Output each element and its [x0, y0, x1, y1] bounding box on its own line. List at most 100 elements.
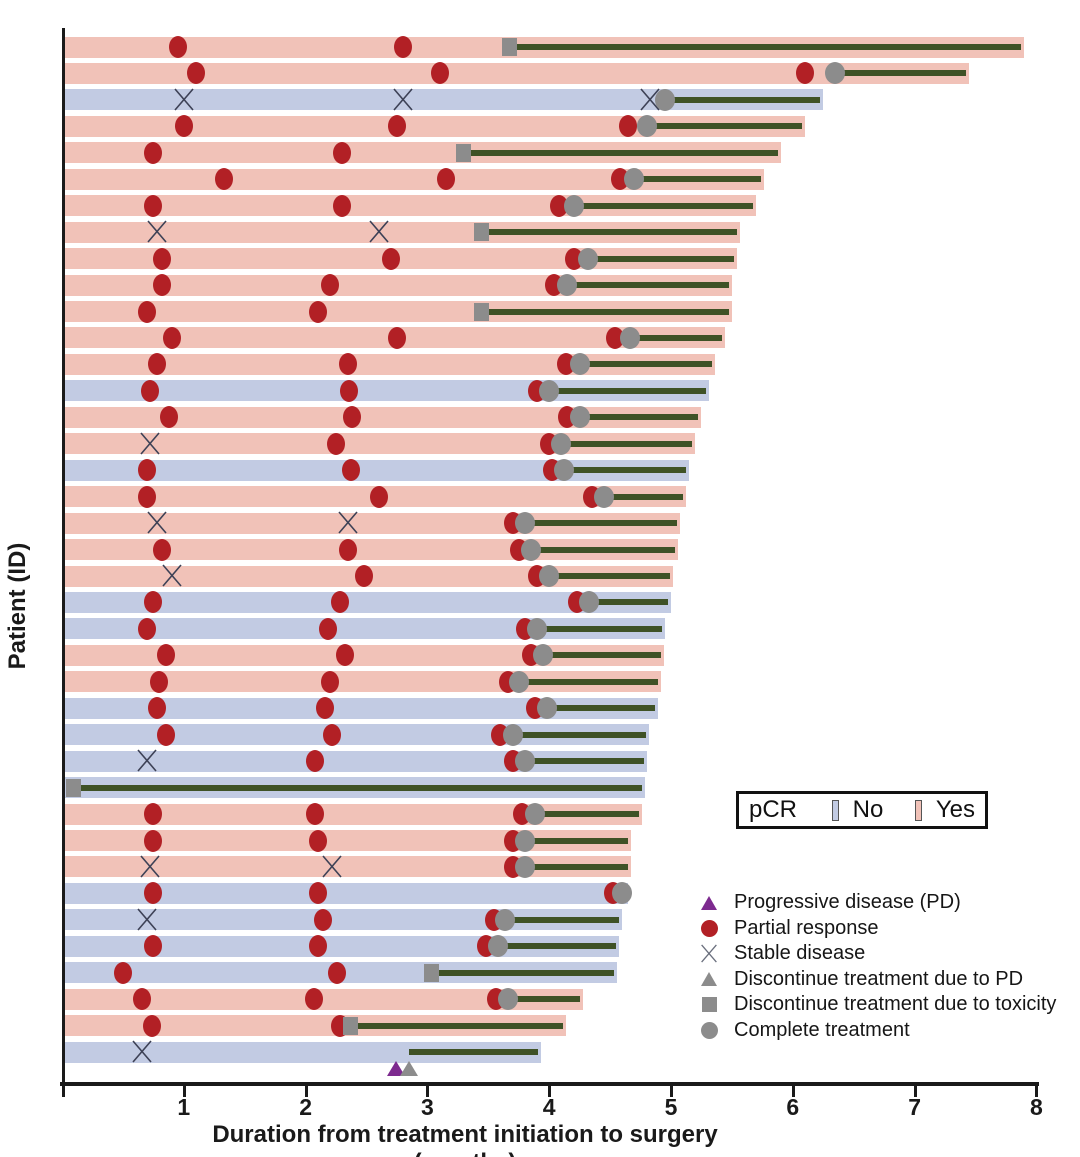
y-axis-spine [62, 28, 65, 1084]
treatment-bar [64, 591, 671, 613]
partial-response-marker [152, 274, 171, 297]
pcr-legend-title: pCR [749, 796, 798, 823]
treatment-bar [64, 301, 732, 322]
stable-disease-marker [139, 431, 161, 456]
post-treatment-line [510, 44, 1022, 50]
partial-response-marker [144, 591, 163, 614]
stable-disease-marker [173, 87, 195, 112]
discontinue-toxicity-marker [455, 143, 471, 162]
stable-disease-marker [321, 854, 343, 879]
partial-response-marker [148, 697, 166, 720]
complete-treatment-marker [619, 326, 640, 349]
post-treatment-line [530, 546, 676, 553]
partial-response-marker [610, 168, 629, 191]
complete-treatment-marker [539, 565, 560, 587]
partial-response-marker [144, 829, 163, 852]
partial-response-marker [174, 115, 193, 138]
partial-response-icon [698, 919, 720, 937]
marker-legend-label: Complete treatment [734, 1018, 910, 1041]
partial-response-marker [795, 62, 814, 85]
x-tick [304, 1086, 308, 1097]
marker-legend-label: Partial response [734, 916, 879, 939]
partial-response-marker [333, 194, 352, 217]
complete-treatment-marker [612, 882, 633, 905]
partial-response-marker [144, 141, 163, 164]
partial-response-marker [306, 750, 325, 773]
partial-response-marker [144, 882, 163, 905]
discontinue-toxicity-marker [424, 963, 440, 982]
partial-response-marker [339, 538, 358, 561]
x-tick-label: 3 [420, 1094, 434, 1120]
partial-response-marker [144, 935, 163, 958]
post-treatment-line [505, 916, 620, 923]
marker-legend-label: Progressive disease (PD) [734, 891, 961, 914]
marker-legend-label: Discontinue treatment due to toxicity [734, 993, 1057, 1016]
partial-response-marker [387, 326, 406, 349]
post-treatment-line [579, 361, 712, 368]
complete-treatment-marker [527, 617, 548, 640]
complete-treatment-marker [553, 459, 574, 482]
partial-response-marker [305, 988, 324, 1011]
post-treatment-line [537, 625, 662, 632]
partial-response-marker [328, 961, 347, 984]
partial-response-marker [138, 617, 157, 640]
stable-disease-marker [337, 510, 359, 535]
discontinue-toxicity-marker [474, 302, 490, 321]
partial-response-marker [306, 803, 325, 826]
partial-response-marker [113, 961, 132, 984]
complete-treatment-marker [514, 829, 535, 852]
discontinue-toxicity-marker [342, 1016, 358, 1035]
treatment-bar [64, 142, 781, 164]
complete-treatment-marker [557, 274, 578, 297]
partial-response-marker [323, 723, 342, 746]
treatment-bar [64, 195, 757, 217]
treatment-bar [64, 406, 702, 428]
stable-disease-marker [146, 219, 168, 244]
x-axis-title: Duration from treatment initiation to su… [212, 1121, 718, 1157]
partial-response-marker [138, 485, 157, 508]
partial-response-marker [327, 432, 346, 455]
post-treatment-line [524, 520, 677, 527]
complete-treatment-marker [514, 512, 535, 535]
post-treatment-line [524, 863, 628, 870]
treatment-bar [64, 353, 715, 375]
stable-disease-marker [136, 907, 158, 932]
partial-response-marker [339, 353, 358, 376]
post-treatment-line [561, 440, 693, 447]
marker-legend-label: Stable disease [734, 942, 866, 965]
complete-treatment-marker [579, 591, 600, 614]
partial-response-marker [214, 168, 233, 191]
stable-disease-marker [136, 748, 158, 773]
treatment-bar [64, 89, 824, 111]
complete-treatment-marker [636, 115, 657, 138]
partial-response-marker [308, 935, 327, 958]
pcr-yes-label: Yes [935, 796, 975, 823]
partial-response-marker [308, 829, 327, 852]
post-treatment-line [589, 599, 668, 606]
partial-response-marker [168, 36, 187, 58]
x-tick-label: 5 [664, 1094, 678, 1120]
treatment-bar [64, 909, 623, 931]
x-axis-spine [60, 1082, 1039, 1086]
partial-response-marker [308, 882, 327, 905]
complete-treatment-marker [524, 803, 545, 826]
partial-response-marker [156, 644, 175, 667]
marker-legend-item: Partial response [698, 916, 1080, 942]
partial-response-marker [140, 379, 159, 402]
partial-response-marker [335, 644, 354, 667]
treatment-bar [64, 882, 629, 904]
post-treatment-line [524, 837, 628, 844]
stable-disease-marker [146, 510, 168, 535]
x-tick [182, 1086, 186, 1097]
partial-response-marker [430, 62, 449, 85]
post-treatment-line [482, 308, 729, 315]
treatment-bar [64, 988, 584, 1010]
x-tick [670, 1086, 673, 1097]
pcr-no-swatch-icon [831, 799, 839, 821]
discontinue-toxicity-marker [66, 778, 82, 797]
post-treatment-line [350, 1022, 564, 1029]
post-treatment-line [549, 387, 706, 394]
complete-treatment-marker [533, 644, 554, 667]
post-treatment-line [835, 70, 967, 77]
partial-response-marker [619, 115, 638, 138]
